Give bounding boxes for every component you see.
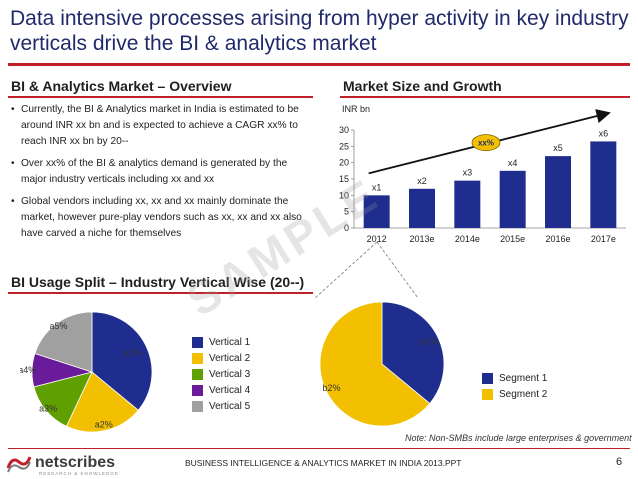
bar (499, 170, 526, 228)
legend-item: Vertical 5 (192, 398, 250, 414)
y-tick-label: 30 (339, 125, 349, 135)
logo: netscribes RESEARCH & KNOWLEDGE (6, 453, 118, 476)
legend-item: Vertical 4 (192, 382, 250, 398)
legend-label: Vertical 4 (209, 384, 251, 396)
legend-label: Vertical 1 (209, 336, 251, 348)
x-tick-label: 2017e (591, 234, 616, 244)
bar-data-label: x1 (372, 182, 382, 192)
usage-split-heading: BI Usage Split – Industry Vertical Wise … (11, 274, 305, 290)
bar (363, 195, 390, 228)
pie-slice (33, 371, 93, 427)
cagr-label: xx% (478, 139, 494, 148)
footer-text: BUSINESS INTELLIGENCE & ANALYTICS MARKET… (185, 458, 462, 468)
zoom-connector (314, 241, 419, 299)
pie-slice-label: a4% (20, 365, 36, 375)
legend-item: Segment 1 (482, 370, 547, 386)
legend-swatch (192, 368, 203, 380)
bar-data-label: x3 (463, 168, 473, 178)
market-size-divider (340, 96, 630, 98)
pie-slice (34, 311, 93, 373)
legend-label: Vertical 3 (209, 368, 251, 380)
y-axis-unit-label: INR bn (342, 104, 370, 114)
logo-tagline: RESEARCH & KNOWLEDGE (39, 471, 119, 476)
vertical-pie-chart: a1% a2% a3% a4% a5% (20, 311, 153, 433)
market-size-heading: Market Size and Growth (343, 78, 502, 94)
legend-swatch (192, 352, 203, 364)
legend-swatch (192, 336, 203, 348)
bullet-item: Global vendors including xx, xx and xx m… (11, 194, 311, 242)
segment-legend: Segment 1 Segment 2 (482, 370, 547, 402)
legend-swatch (482, 388, 493, 400)
legend-label: Vertical 5 (209, 400, 251, 412)
x-tick-label: 2013e (409, 234, 434, 244)
pie-slice (91, 311, 153, 411)
y-tick-label: 10 (339, 190, 349, 200)
bar (590, 141, 617, 228)
y-tick-label: 5 (344, 207, 349, 217)
pie-slice-label: b1% (421, 337, 439, 347)
page-number: 6 (616, 456, 623, 468)
legend-item: Vertical 3 (192, 366, 250, 382)
legend-item: Vertical 2 (192, 350, 250, 366)
logo-icon (6, 456, 32, 473)
legend-swatch (192, 400, 203, 412)
bar-data-label: x5 (553, 143, 563, 153)
bullet-item: Currently, the BI & Analytics market in … (11, 102, 311, 150)
y-tick-label: 25 (339, 141, 349, 151)
overview-bullets: Currently, the BI & Analytics market in … (11, 102, 311, 248)
connector-line-left (314, 241, 378, 299)
legend-label: Segment 2 (499, 388, 548, 400)
page-title: Data intensive processes arising from hy… (10, 7, 629, 55)
footnote: Note: Non-SMBs include large enterprises… (405, 433, 632, 443)
bar (545, 156, 571, 228)
x-tick-label: 2016e (545, 234, 570, 244)
bullet-item: Over xx% of the BI & analytics demand is… (11, 156, 311, 188)
title-divider (8, 63, 630, 66)
usage-split-divider (8, 292, 313, 294)
legend-swatch (482, 372, 493, 384)
x-tick-label: 2012 (367, 234, 387, 244)
bar-data-label: x2 (417, 176, 427, 186)
legend-label: Segment 1 (499, 372, 548, 384)
legend-swatch (192, 384, 203, 396)
bar (409, 188, 435, 228)
y-tick-label: 0 (344, 223, 349, 233)
pie-slice (319, 301, 431, 427)
pie-slice-label: b2% (323, 383, 341, 393)
x-tick-label: 2014e (455, 234, 480, 244)
footer-divider (8, 448, 630, 449)
pie-slice (381, 301, 445, 405)
market-size-bar-chart: INR bn 0 5 10 15 20 25 30 x1 2012 x2 2013e x3 2014e x4… (339, 104, 626, 244)
y-tick-label: 20 (339, 158, 349, 168)
pie-slice-label: a3% (39, 403, 57, 413)
vertical-legend: Vertical 1 Vertical 2 Vertical 3 Vertical 4… (192, 334, 250, 414)
legend-item: Segment 2 (482, 386, 547, 402)
legend-label: Vertical 2 (209, 352, 251, 364)
bar-data-label: x4 (508, 158, 518, 168)
legend-item: Vertical 1 (192, 334, 250, 350)
pie-slice (65, 371, 139, 433)
pie-slice-label: a5% (49, 321, 67, 331)
segment-pie-chart: b1% b2% (319, 301, 445, 427)
overview-heading: BI & Analytics Market – Overview (11, 78, 232, 94)
logo-text: netscribes (35, 454, 116, 471)
overview-divider (8, 96, 313, 98)
pie-slice-label: a2% (95, 420, 113, 430)
bar (454, 180, 481, 228)
connector-line-right (376, 241, 419, 299)
bar-data-label: x6 (599, 128, 609, 138)
cagr-bubble (471, 134, 501, 152)
pie-slice-label: a1% (124, 348, 142, 358)
x-tick-label: 2015e (500, 234, 525, 244)
y-tick-label: 15 (339, 174, 349, 184)
